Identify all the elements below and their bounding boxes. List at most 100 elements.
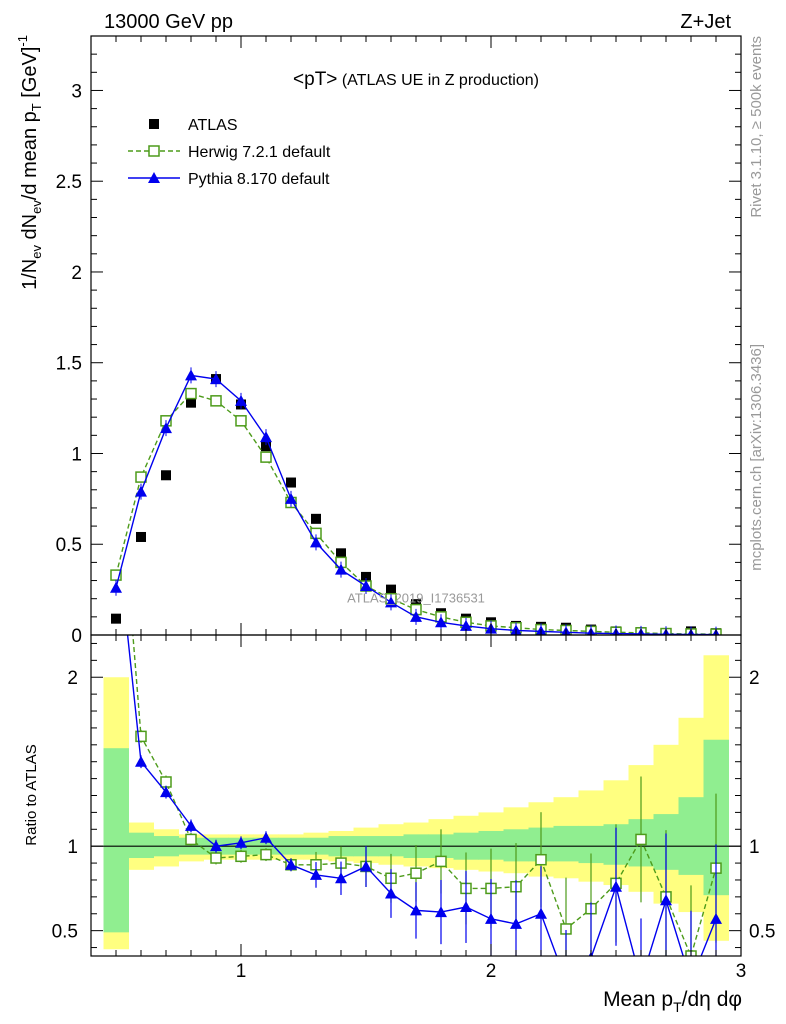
atlas-data-point bbox=[136, 531, 146, 542]
legend-marker-atlas bbox=[149, 119, 159, 129]
ratio-point-pythia bbox=[560, 975, 572, 986]
ratio-point-pythia bbox=[310, 868, 322, 880]
pythia-point bbox=[185, 369, 197, 381]
stat-uncertainty-band bbox=[553, 825, 579, 862]
pythia-point bbox=[360, 579, 372, 591]
atlas-data-point bbox=[161, 470, 171, 481]
ratio-point-herwig bbox=[235, 850, 247, 863]
watermark-label: ATLAS_2019_I1736531 bbox=[347, 590, 485, 605]
ratio-point-pythia bbox=[535, 907, 547, 919]
herwig-point bbox=[235, 415, 247, 427]
header-right: Z+Jet bbox=[680, 11, 731, 33]
atlas-data-point bbox=[386, 584, 396, 595]
herwig-point bbox=[135, 471, 147, 483]
ratio-point-pythia bbox=[485, 912, 497, 924]
y-tick-label: 2 bbox=[71, 263, 82, 284]
mcplots-label: mcplots.cern.ch [arXiv:1306.3436] bbox=[748, 344, 765, 571]
ratio-ylabel: Ratio to ATLAS bbox=[23, 744, 40, 845]
x-tick-label: 2 bbox=[486, 961, 497, 982]
legend-marker-herwig bbox=[148, 145, 160, 157]
y-tick-label: 1.5 bbox=[56, 354, 82, 375]
stat-uncertainty-band bbox=[128, 832, 154, 859]
main-panel: ATLAS_2019_I1736531 <pT> (ATLAS UE in Z p… bbox=[110, 69, 722, 635]
ratio-point-pythia bbox=[185, 819, 197, 831]
ratio-point-pythia bbox=[610, 880, 622, 892]
rivet-label: Rivet 3.1.10, ≥ 500k events bbox=[748, 36, 765, 218]
pythia-point bbox=[110, 581, 122, 593]
herwig-point bbox=[185, 387, 197, 400]
legend-marker-pythia bbox=[148, 172, 160, 183]
atlas-data-point bbox=[186, 397, 196, 408]
stat-uncertainty-band bbox=[103, 748, 129, 933]
ratio-y-tick-label-left: 2 bbox=[67, 668, 78, 689]
pythia-point bbox=[285, 492, 297, 504]
ratio-point-pythia bbox=[710, 912, 722, 924]
ratio-point-pythia bbox=[110, 519, 122, 530]
ratio-point-pythia bbox=[135, 755, 147, 767]
ratio-point-pythia bbox=[435, 906, 447, 918]
ratio-point-pythia bbox=[510, 917, 522, 929]
pythia-point bbox=[410, 610, 422, 622]
atlas-data-point bbox=[261, 441, 271, 452]
atlas-data-point bbox=[111, 613, 121, 624]
y-tick-label: 1 bbox=[71, 444, 82, 465]
ratio-point-herwig bbox=[135, 730, 147, 743]
pythia-point bbox=[260, 431, 272, 443]
ratio-point-herwig bbox=[410, 867, 422, 879]
pythia-point bbox=[310, 536, 322, 548]
ratio-point-pythia bbox=[210, 840, 222, 852]
ratio-point-pythia bbox=[385, 887, 397, 899]
x-tick-label: 1 bbox=[236, 961, 247, 982]
pythia-point bbox=[135, 485, 147, 497]
ratio-point-pythia bbox=[335, 872, 347, 884]
y-tick-label: 0 bbox=[71, 626, 82, 647]
legend-label: Herwig 7.2.1 default bbox=[188, 144, 331, 161]
pythia-point bbox=[385, 596, 397, 608]
pythia-point bbox=[460, 619, 472, 631]
main-ylabel: 1/Nev dNev/d mean pT [GeV]-1 bbox=[15, 35, 44, 290]
herwig-point bbox=[210, 395, 222, 407]
ratio-point-herwig bbox=[160, 776, 172, 788]
ratio-point-herwig bbox=[210, 852, 222, 864]
pythia-point bbox=[435, 616, 447, 628]
ratio-xlabel: Mean pT/dη dφ bbox=[603, 988, 742, 1015]
ratio-point-herwig bbox=[260, 848, 272, 861]
ratio-series bbox=[110, 419, 722, 986]
ratio-y-tick-label-right: 0.5 bbox=[749, 922, 775, 943]
header-left: 13000 GeV pp bbox=[104, 11, 233, 33]
ratio-point-herwig bbox=[535, 853, 547, 866]
ratio-point-pythia bbox=[635, 975, 647, 986]
chart-title: <pT> (ATLAS UE in Z production) bbox=[293, 69, 539, 90]
atlas-data-point bbox=[361, 571, 371, 582]
ratio-point-pythia bbox=[460, 901, 472, 913]
atlas-data-point bbox=[336, 548, 346, 559]
pythia-point bbox=[335, 563, 347, 575]
legend-label: Pythia 8.170 default bbox=[188, 171, 330, 188]
legend-label: ATLAS bbox=[188, 117, 238, 134]
ratio-point-herwig bbox=[185, 833, 197, 846]
ratio-point-herwig bbox=[435, 855, 447, 868]
pythia-point bbox=[210, 373, 222, 385]
stat-uncertainty-band bbox=[678, 797, 704, 875]
x-tick-label: 3 bbox=[736, 961, 747, 982]
ratio-panel bbox=[91, 419, 741, 986]
atlas-data-point bbox=[311, 513, 321, 524]
pythia-point bbox=[235, 394, 247, 406]
ratio-point-pythia bbox=[410, 904, 422, 916]
ratio-y-tick-label-right: 1 bbox=[749, 837, 760, 858]
ratio-point-herwig bbox=[635, 833, 647, 846]
legend: ATLAS Herwig 7.2.1 default Pythia 8.170 de… bbox=[128, 117, 331, 188]
pythia-point bbox=[160, 422, 172, 434]
ratio-y-tick-label-left: 1 bbox=[67, 837, 78, 858]
ratio-point-pythia bbox=[260, 831, 272, 843]
ratio-point-herwig bbox=[111, 419, 121, 429]
ratio-point-pythia bbox=[360, 860, 372, 872]
ratio-point-pythia bbox=[285, 858, 297, 870]
ratio-point-pythia bbox=[685, 975, 697, 986]
axes: 1 2 300.511.522.530.5 0.51 12 2 bbox=[52, 35, 775, 982]
ratio-y-tick-label-left: 0.5 bbox=[52, 922, 78, 943]
atlas-data-point bbox=[286, 477, 296, 488]
ratio-y-tick-label-right: 2 bbox=[749, 668, 760, 689]
y-tick-label: 3 bbox=[71, 81, 82, 102]
